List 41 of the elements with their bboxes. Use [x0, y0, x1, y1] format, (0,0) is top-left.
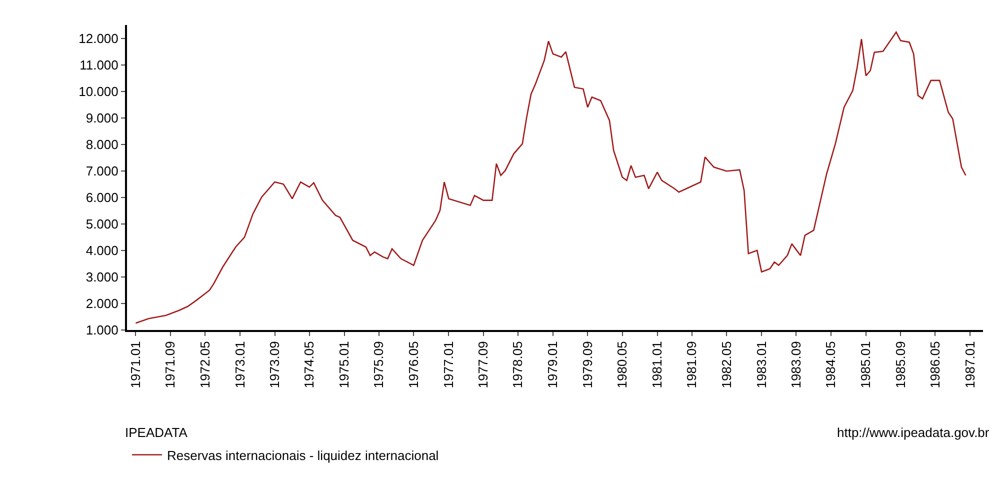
line-series: [135, 32, 966, 324]
x-tick-label: 1982.05: [718, 341, 734, 388]
y-tick-label: 12.000: [78, 30, 118, 46]
x-tick-label: 1981.09: [684, 341, 700, 388]
x-tick-label: 1979.01: [545, 341, 560, 388]
x-tick-label: 1981.01: [650, 341, 665, 388]
y-tick-label: 11.000: [80, 57, 118, 72]
x-tick-label: 1974.05: [302, 341, 317, 388]
y-tick-label: 3.000: [86, 270, 118, 285]
text: IPEADATA: [125, 425, 188, 440]
x-tick-label: 1973.01: [232, 341, 248, 388]
x-tick-label: 1978.05: [510, 341, 526, 388]
legend-label: Reservas internacionais - liquidez internacional: [167, 448, 439, 463]
x-tick-label: 1972.05: [197, 341, 212, 388]
x-tick-label: 1971.09: [162, 341, 178, 388]
x-tick-label: 1979.09: [580, 341, 595, 388]
x-tick-label: 1987.01: [962, 341, 978, 388]
y-tick-label: 6.000: [86, 190, 118, 205]
x-tick-label: 1985.09: [892, 341, 908, 388]
y-tick-label: 1.000: [86, 322, 118, 338]
x-tick-label: 1975.01: [336, 341, 352, 388]
x-tick-label: 1977.01: [440, 341, 456, 388]
x-tick-label: 1980.05: [614, 341, 630, 388]
text: http://www.ipeadata.gov.br: [837, 425, 990, 440]
x-tick-label: 1971.01: [128, 341, 143, 388]
x-tick-label: 1977.09: [476, 341, 491, 388]
y-tick-label: 7.000: [86, 163, 118, 178]
x-tick-label: 1985.01: [858, 341, 874, 388]
y-tick-label: 8.000: [86, 136, 118, 152]
x-tick-label: 1975.09: [371, 341, 386, 388]
y-tick-label: 4.000: [86, 242, 118, 258]
x-tick-label: 1976.05: [406, 341, 421, 388]
y-tick-label: 2.000: [86, 296, 118, 312]
x-tick-label: 1983.09: [788, 341, 804, 388]
x-tick-label: 1973.09: [267, 341, 282, 388]
x-tick-label: 1983.01: [754, 341, 769, 388]
y-tick-label: 10.000: [78, 84, 118, 99]
x-tick-label: 1986.05: [927, 341, 942, 388]
y-tick-label: 5.000: [86, 216, 118, 232]
y-tick-label: 9.000: [86, 110, 118, 126]
x-tick-label: 1984.05: [823, 341, 838, 388]
